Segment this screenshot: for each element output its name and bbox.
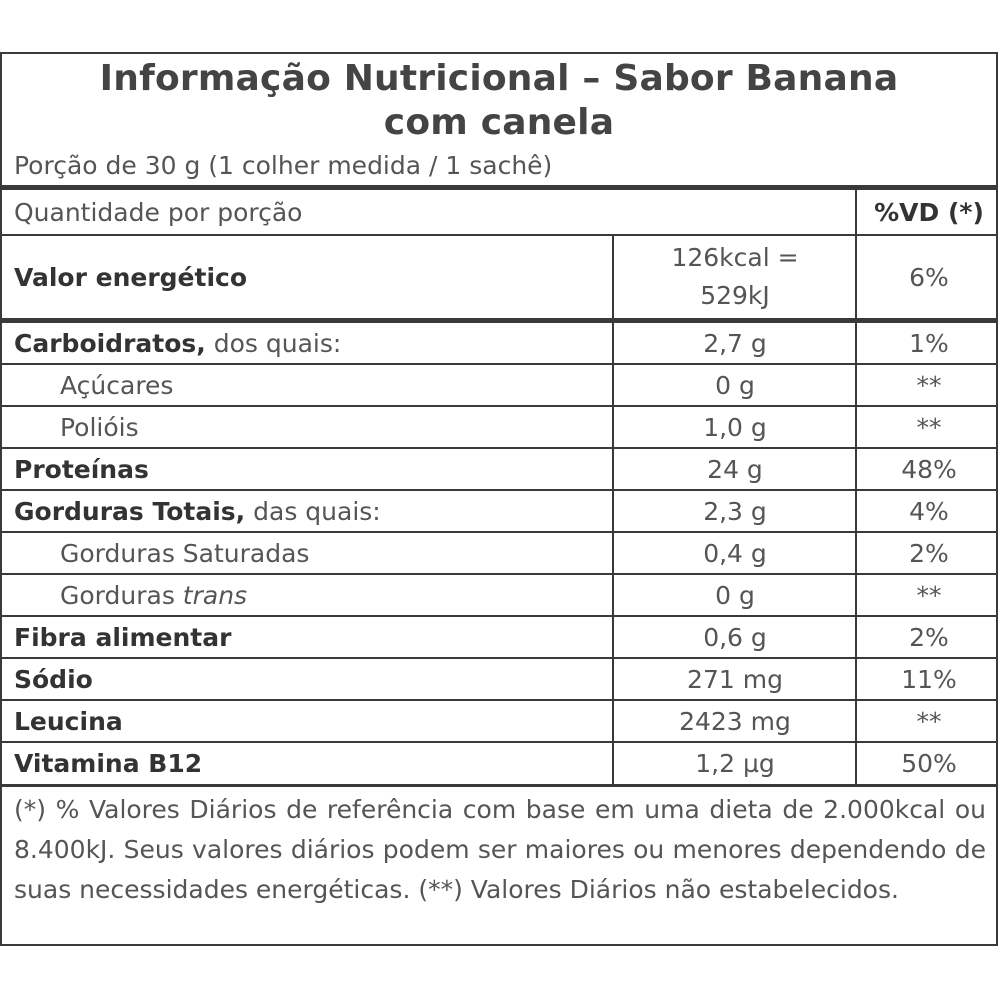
nutrition-facts-panel: Informação Nutricional – Sabor Banana co…	[0, 52, 998, 946]
nutrient-qualifier: Polióis	[60, 412, 139, 442]
nutrient-row: Gorduras Saturadas 0,4 g 2%	[2, 533, 996, 573]
nutrient-qualifier: Gorduras Saturadas	[60, 538, 310, 568]
row-divider	[2, 363, 996, 365]
nutrient-row: Polióis 1,0 g **	[2, 407, 996, 447]
nutrient-row: Açúcares 0 g **	[2, 365, 996, 405]
nutrient-vd: 1%	[909, 328, 949, 358]
nutrient-amount: 0 g	[715, 580, 755, 610]
nutrient-vd: 50%	[901, 748, 957, 778]
nutrient-qualifier: Açúcares	[60, 370, 174, 400]
nutrient-row: Proteínas 24 g 48%	[2, 449, 996, 489]
column-divider	[612, 323, 614, 786]
row-divider	[2, 741, 996, 743]
nutrient-vd: 11%	[901, 664, 957, 694]
nutrient-amount: 2423 mg	[679, 706, 791, 736]
row-divider	[2, 615, 996, 617]
quantity-per-serving-label: Quantidade por porção	[14, 197, 303, 227]
nutrient-label: Carboidratos, dos quais:	[14, 323, 341, 363]
nutrient-name: Fibra alimentar	[14, 622, 232, 652]
nutrient-row: Vitamina B12 1,2 µg 50%	[2, 743, 996, 783]
nutrient-vd: **	[916, 706, 942, 736]
header-row: Quantidade por porção %VD (*)	[2, 190, 996, 234]
nutrient-vd: 2%	[909, 538, 949, 568]
row-divider	[2, 531, 996, 533]
nutrient-vd: **	[916, 370, 942, 400]
nutrient-row: Sódio 271 mg 11%	[2, 659, 996, 699]
nutrient-name: Proteínas	[14, 454, 149, 484]
nutrient-name: Carboidratos,	[14, 328, 206, 358]
column-divider	[855, 190, 857, 318]
nutrient-row: Gorduras trans 0 g **	[2, 575, 996, 615]
nutrient-name: Gorduras Totais,	[14, 496, 246, 526]
energy-label: Valor energético	[14, 262, 248, 292]
thick-divider	[2, 318, 996, 323]
nutrient-row: Gorduras Totais, das quais: 2,3 g 4%	[2, 491, 996, 531]
nutrient-qualifier: Gorduras	[60, 580, 183, 610]
nutrient-amount: 0 g	[715, 370, 755, 400]
energy-vd: 6%	[909, 262, 949, 292]
nutrient-vd: 4%	[909, 496, 949, 526]
nutrient-label: Açúcares	[14, 365, 173, 405]
row-divider	[2, 657, 996, 659]
nutrient-amount: 271 mg	[687, 664, 783, 694]
nutrient-vd: 48%	[901, 454, 957, 484]
footnote: (*) % Valores Diários de referência com …	[14, 795, 986, 904]
table-bottom-rule	[2, 784, 996, 787]
nutrient-row: Fibra alimentar 0,6 g 2%	[2, 617, 996, 657]
title-line-2: com canela	[383, 102, 615, 143]
nutrient-vd: **	[916, 580, 942, 610]
nutrient-label: Leucina	[14, 701, 123, 741]
serving-size: Porção de 30 g (1 colher medida / 1 sach…	[14, 151, 553, 180]
nutrient-qualifier: dos quais:	[205, 328, 342, 358]
nutrient-qualifier: das quais:	[245, 496, 381, 526]
title-line-1: Informação Nutricional – Sabor Banana	[99, 58, 899, 99]
nutrient-vd: **	[916, 412, 942, 442]
energy-kcal: 126kcal =	[671, 243, 799, 272]
nutrient-label: Vitamina B12	[14, 743, 202, 783]
nutrient-label: Fibra alimentar	[14, 617, 231, 657]
thick-divider	[2, 185, 996, 190]
column-divider	[612, 236, 614, 318]
nutrient-amount: 0,6 g	[703, 622, 767, 652]
row-divider	[2, 447, 996, 449]
row-divider	[2, 405, 996, 407]
nutrient-label: Proteínas	[14, 449, 149, 489]
nutrient-row: Leucina 2423 mg **	[2, 701, 996, 741]
nutrient-label: Polióis	[14, 407, 139, 447]
nutrient-name: Leucina	[14, 706, 123, 736]
nutrient-label: Gorduras Saturadas	[14, 533, 309, 573]
row-divider	[2, 699, 996, 701]
nutrient-amount: 0,4 g	[703, 538, 767, 568]
nutrient-qualifier-italic: trans	[182, 580, 248, 610]
nutrient-amount: 24 g	[707, 454, 763, 484]
row-divider	[2, 573, 996, 575]
nutrient-label: Gorduras Totais, das quais:	[14, 491, 381, 531]
nutrient-amount: 2,3 g	[703, 496, 767, 526]
energy-kj: 529kJ	[700, 281, 770, 310]
nutrient-amount: 2,7 g	[703, 328, 767, 358]
nutrient-amount: 1,2 µg	[695, 748, 775, 778]
row-divider	[2, 234, 996, 236]
nutrient-name: Sódio	[14, 664, 93, 694]
nutrient-label: Gorduras trans	[14, 575, 247, 615]
energy-row: Valor energético 126kcal = 529kJ 6%	[2, 236, 996, 318]
nutrient-vd: 2%	[909, 622, 949, 652]
nutrient-amount: 1,0 g	[703, 412, 767, 442]
nutrient-row: Carboidratos, dos quais: 2,7 g 1%	[2, 323, 996, 363]
column-divider	[855, 323, 857, 786]
nutrient-label: Sódio	[14, 659, 93, 699]
row-divider	[2, 489, 996, 491]
vd-header: %VD (*)	[874, 197, 984, 227]
energy-amount: 126kcal = 529kJ	[614, 236, 856, 318]
nutrition-title: Informação Nutricional – Sabor Banana co…	[2, 54, 996, 145]
nutrient-name: Vitamina B12	[14, 748, 203, 778]
